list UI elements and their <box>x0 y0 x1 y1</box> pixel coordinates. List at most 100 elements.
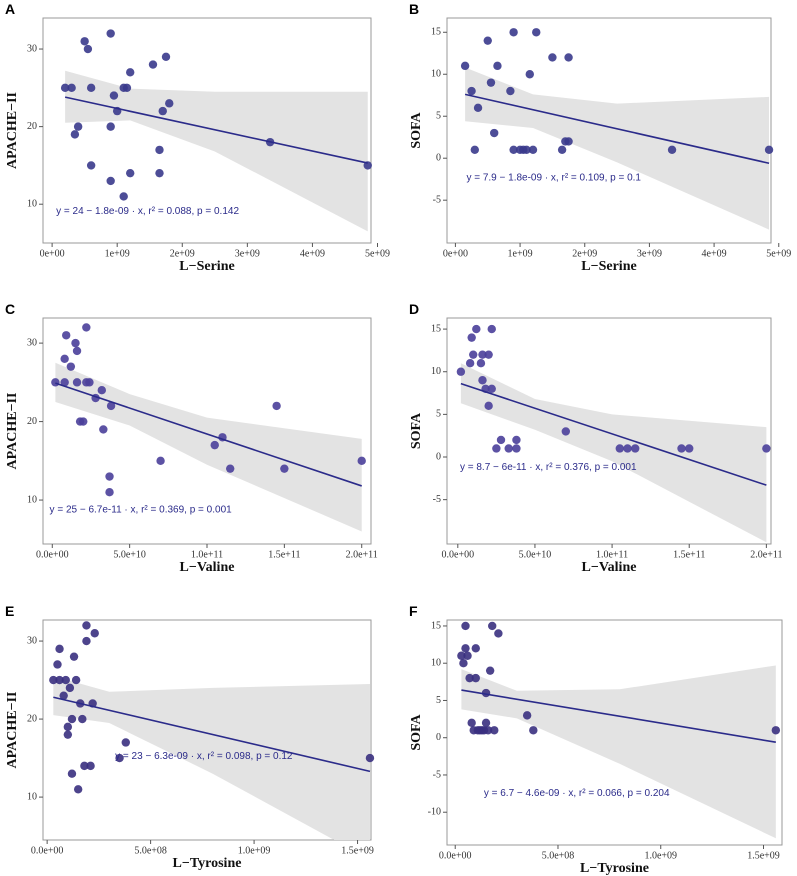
point <box>470 145 480 155</box>
point <box>465 359 475 368</box>
point <box>564 53 573 62</box>
point <box>471 644 480 653</box>
y-tick-label: -5 <box>433 194 441 205</box>
point <box>487 324 496 334</box>
fit-line <box>460 382 767 486</box>
point <box>478 350 487 359</box>
point <box>522 711 532 720</box>
point <box>667 145 677 155</box>
point <box>467 333 476 342</box>
x-tick-label: 5e+09 <box>766 248 791 259</box>
x-tick-label: 1.0e+09 <box>238 845 271 856</box>
panel-label: A <box>5 1 15 17</box>
point <box>472 324 481 334</box>
panel: A 10 20 30 0e+00 1e+09 2e+09 3e+09 4e+09 5e+09 y =… <box>5 1 390 274</box>
point <box>105 488 114 497</box>
point <box>70 130 80 139</box>
point <box>210 440 219 450</box>
point <box>61 675 70 685</box>
point <box>106 29 115 38</box>
point <box>631 444 640 453</box>
y-axis-label: APACHE−II <box>5 393 20 470</box>
point <box>97 385 106 395</box>
point <box>506 86 515 96</box>
point <box>496 435 506 445</box>
x-tick-label: 5.0e+10 <box>519 549 552 560</box>
point <box>493 61 502 71</box>
x-tick-label: 3e+09 <box>235 248 260 259</box>
point <box>557 145 567 155</box>
point <box>86 761 95 771</box>
panel: E 10 20 30 0.0e+00 5.0e+08 1.0e+09 1.5e+09 y = 2… <box>5 603 375 871</box>
x-tick-label: 0.0e+00 <box>442 549 475 560</box>
y-tick-label: 10 <box>27 791 37 802</box>
y-tick-label: 5 <box>436 409 441 420</box>
x-axis-label: L−Tyrosine <box>173 856 242 871</box>
x-tick-label: 1e+09 <box>508 248 533 259</box>
point <box>365 753 375 763</box>
point <box>460 61 470 71</box>
point <box>490 726 499 735</box>
x-tick-label: 0.0e+00 <box>31 845 64 856</box>
point <box>90 629 99 638</box>
point <box>53 660 62 669</box>
x-tick-label: 5.0e+10 <box>113 549 146 560</box>
point <box>86 83 96 93</box>
point <box>71 338 80 348</box>
point <box>63 722 73 732</box>
point <box>483 726 493 735</box>
panel: D -5 0 5 10 15 0.0e+00 5.0e+10 1.0e+11 1.5e+11 2.0… <box>409 301 782 575</box>
y-tick-label: 5 <box>436 111 441 122</box>
point <box>512 435 521 445</box>
y-tick-label: 15 <box>431 620 441 631</box>
confidence-band <box>465 67 770 230</box>
y-axis-label: APACHE−II <box>5 92 20 169</box>
point <box>156 456 165 466</box>
point <box>72 346 82 356</box>
point <box>615 444 624 453</box>
point <box>105 472 114 481</box>
point <box>78 714 87 724</box>
point <box>457 651 466 660</box>
point <box>471 673 480 683</box>
x-tick-label: 1.0e+09 <box>644 850 677 861</box>
point <box>467 718 476 728</box>
point <box>115 753 124 763</box>
x-tick-label: 0.0e+00 <box>36 549 69 560</box>
y-tick-label: 0 <box>436 451 441 462</box>
x-tick-label: 5e+09 <box>365 248 390 259</box>
point <box>65 683 75 693</box>
x-axis-label: L−Tyrosine <box>580 861 649 876</box>
point <box>509 28 518 37</box>
y-tick-label: 10 <box>27 199 37 210</box>
confidence-band <box>65 70 368 232</box>
point <box>486 78 496 87</box>
point <box>51 378 60 387</box>
point <box>685 444 694 453</box>
y-tick-label: 20 <box>27 121 37 132</box>
point <box>82 621 91 630</box>
panel-label: E <box>5 603 14 619</box>
point <box>525 70 534 79</box>
x-tick-label: 1.5e+11 <box>268 549 300 560</box>
point <box>66 362 76 371</box>
y-axis-label: SOFA <box>409 713 424 750</box>
x-tick-label: 5.0e+08 <box>542 850 575 861</box>
x-tick-label: 1.5e+09 <box>341 845 374 856</box>
point <box>561 427 570 436</box>
confidence-band <box>55 362 362 532</box>
point <box>80 761 89 771</box>
x-tick-label: 4e+09 <box>300 248 325 259</box>
point <box>504 444 513 453</box>
panel-label: C <box>5 301 15 317</box>
point <box>771 726 781 735</box>
panel: F -10 -5 0 5 10 15 0.0e+00 5.0e+08 1.0e+09 1.5e+09… <box>409 603 783 876</box>
x-axis-label: L−Serine <box>581 259 636 274</box>
confidence-band <box>461 665 776 839</box>
x-tick-label: 1.5e+11 <box>673 549 705 560</box>
point <box>623 444 632 453</box>
x-tick-label: 2.0e+11 <box>346 549 378 560</box>
y-tick-label: 15 <box>431 323 441 334</box>
point <box>226 464 235 473</box>
point <box>73 785 83 794</box>
